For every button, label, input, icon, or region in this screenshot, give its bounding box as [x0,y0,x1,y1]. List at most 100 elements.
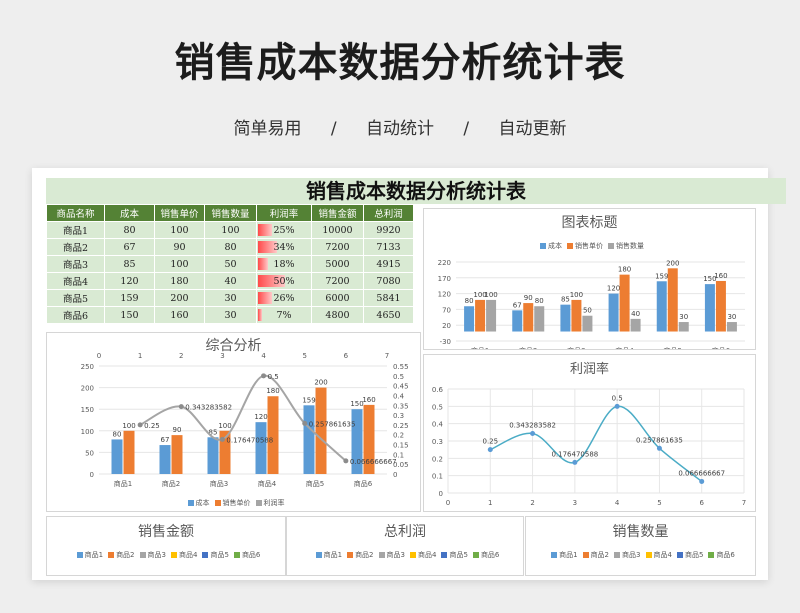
x-tick-label: 7 [742,499,746,507]
data-label: 85 [209,428,218,436]
column-header: 销售数量 [204,204,257,222]
table-cell[interactable]: 5841 [363,289,414,307]
table-cell[interactable]: 40 [204,272,257,290]
y2-tick-label: 0.1 [393,451,404,459]
legend-label: 商品5 [210,551,229,559]
table-cell[interactable]: 150 [104,306,155,324]
table-cell[interactable]: 4650 [363,306,414,324]
data-label: 100 [122,422,135,430]
margin-cell[interactable]: 7% [256,306,312,324]
x-tick-label: 商品5 [306,479,324,488]
legend-swatch [441,552,448,558]
y2-tick-label: 0.15 [393,442,409,450]
data-label: 159 [655,272,668,280]
legend-swatch [108,552,115,558]
table-cell[interactable]: 7200 [311,238,364,256]
table-cell[interactable]: 6000 [311,289,364,307]
table-cell[interactable]: 7200 [311,272,364,290]
table-cell[interactable]: 9920 [363,221,414,239]
y-tick-label: 0.5 [432,403,443,411]
x-tick-label: 商品2 [519,346,537,349]
margin-cell[interactable]: 26% [256,289,312,307]
line-point [137,422,143,428]
x-tick-label: 商品4 [258,479,277,488]
data-label: 0.25 [482,438,498,446]
table-cell[interactable]: 10000 [311,221,364,239]
legend-swatch [187,500,194,506]
table-cell[interactable]: 80 [204,238,257,256]
table-cell[interactable]: 100 [154,221,205,239]
margin-data-bar [258,275,285,287]
legend-label: 商品1 [559,551,578,559]
table-cell[interactable]: 商品2 [46,238,105,256]
data-label: 80 [535,297,544,305]
table-cell[interactable]: 4800 [311,306,364,324]
table-cell[interactable]: 180 [154,272,205,290]
sales-qty-panel: 销售数量 商品1 商品2 商品3 商品4 商品5 商品6 [525,516,756,576]
table-cell[interactable]: 160 [154,306,205,324]
y-tick-label: 0.3 [432,438,443,446]
data-label: 50 [583,307,592,315]
table-cell[interactable]: 67 [104,238,155,256]
line-point [302,420,308,426]
table-cell[interactable]: 50 [204,255,257,273]
table-cell[interactable]: 7080 [363,272,414,290]
table-cell[interactable]: 4915 [363,255,414,273]
subtitle-feature-3: 自动更新 [498,119,567,139]
line-point [656,445,662,451]
table-cell[interactable]: 120 [104,272,155,290]
table-cell[interactable]: 商品1 [46,221,105,239]
margin-data-bar [258,258,268,270]
table-cell[interactable]: 5000 [311,255,364,273]
bar [363,404,375,474]
sheet-title: 销售成本数据分析统计表 [46,178,786,204]
table-cell[interactable]: 100 [204,221,257,239]
y2-tick-label: 0.35 [393,402,409,410]
table-cell[interactable]: 200 [154,289,205,307]
line-point [343,458,349,464]
data-label: 30 [679,313,688,321]
y-tick-label: 50 [85,449,94,457]
legend-swatch [708,552,715,558]
bar [582,315,593,332]
y2-tick-label: 0.4 [393,392,405,400]
margin-cell[interactable]: 25% [256,221,312,239]
bar [475,299,486,332]
margin-cell[interactable]: 50% [256,272,312,290]
margin-cell[interactable]: 34% [256,238,312,256]
data-label: 90 [524,294,533,302]
table-cell[interactable]: 商品4 [46,272,105,290]
table-cell[interactable]: 30 [204,289,257,307]
table-cell[interactable]: 7133 [363,238,414,256]
subtitle-separator: / [463,119,470,139]
margin-value: 25% [273,224,295,236]
subtitle-feature-2: 自动统计 [366,119,434,139]
table-cell[interactable]: 90 [154,238,205,256]
table-cell[interactable]: 85 [104,255,155,273]
line-point [487,447,493,453]
legend-swatch [171,552,177,558]
table-cell[interactable]: 商品6 [46,306,105,324]
data-label: 120 [607,285,620,293]
line-point [178,404,184,410]
total-profit-panel: 总利润 商品1 商品2 商品3 商品4 商品5 商品6 [286,516,524,576]
table-cell[interactable]: 100 [154,255,205,273]
legend-label: 商品5 [449,551,468,559]
x-tick-label: 2 [530,499,534,507]
sales-amount-legend: 商品1 商品2 商品3 商品4 商品5 商品6 [47,550,285,560]
data-label: 160 [714,272,727,280]
line-point [614,403,620,409]
table-cell[interactable]: 商品5 [46,289,105,307]
column-header: 总利润 [363,204,414,222]
table-cell[interactable]: 80 [104,221,155,239]
table-cell[interactable]: 159 [104,289,155,307]
bar [608,293,619,332]
margin-line-chart: 0 0.1 0.2 0.3 0.4 0.5 0.6 0 1 2 3 4 5 6 7 0.25 0.3432835… [432,386,746,507]
table-cell[interactable]: 商品3 [46,255,105,273]
legend-label: 商品4 [179,551,198,559]
table-cell[interactable]: 30 [204,306,257,324]
bar [219,430,231,474]
legend-label: 商品3 [622,551,641,559]
margin-cell[interactable]: 18% [256,255,312,273]
data-label: 30 [727,313,736,321]
